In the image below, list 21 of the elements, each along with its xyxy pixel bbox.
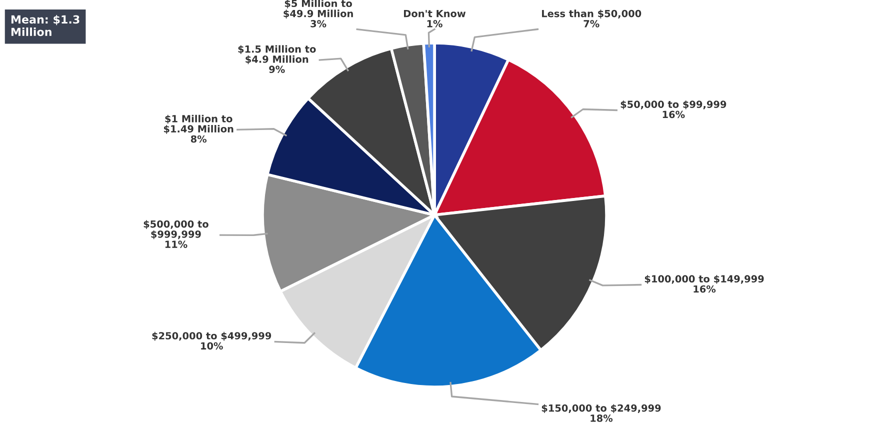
slice-label: Less than $50,000: [542, 10, 642, 18]
data-label: 11%: [165, 240, 188, 248]
text: Mean: $1.3 Million: [11, 15, 80, 36]
data-label: 3%: [310, 20, 326, 28]
slice-label: $50,000 to $99,999: [620, 100, 726, 110]
data-label: 9%: [269, 66, 285, 74]
slice-label: $250,000 to $499,999: [152, 332, 272, 341]
data-label: 8%: [190, 135, 207, 143]
slice-label: $100,000 to $149,999: [644, 274, 764, 284]
data-label: 10%: [201, 342, 223, 350]
slice-label: $5 Million to $49.9 Million: [284, 0, 353, 18]
slice-label: Don't Know: [404, 10, 466, 18]
data-label: 16%: [694, 285, 716, 293]
data-label: 1%: [427, 20, 442, 28]
slice-label: $500,000 to $999,999: [144, 220, 208, 240]
data-label: 16%: [662, 110, 685, 118]
data-label: 18%: [590, 414, 613, 422]
slice-label: $1.5 Million to $4.9 Million: [238, 45, 316, 64]
slice-label: $150,000 to $249,999: [542, 404, 661, 414]
slice-label: $1 Million to $1.49 Million: [164, 114, 234, 134]
data-label: 7%: [584, 20, 600, 28]
